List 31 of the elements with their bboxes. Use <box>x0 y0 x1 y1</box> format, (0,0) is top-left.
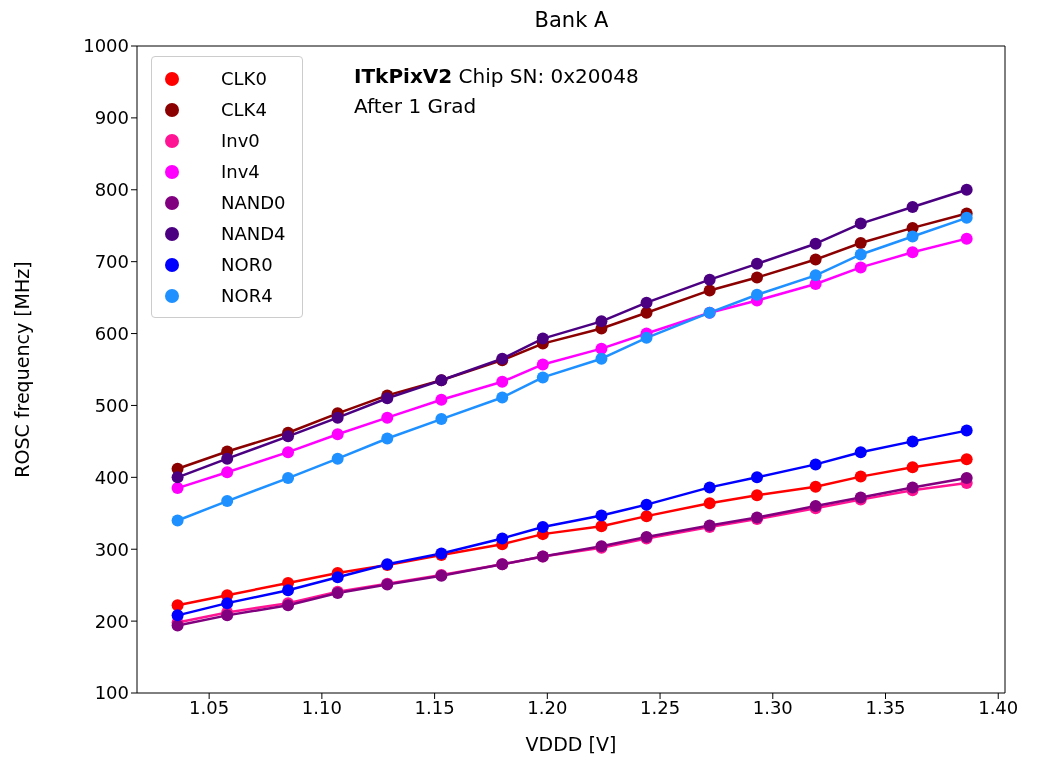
y-tick-label: 300 <box>94 538 129 560</box>
y-tick-label: 400 <box>94 466 129 488</box>
y-tick-label: 200 <box>94 610 129 632</box>
x-tick-label: 1.35 <box>865 696 906 718</box>
y-tick-label: 700 <box>94 251 129 273</box>
y-tick-label: 500 <box>94 394 129 416</box>
y-tick-label: 800 <box>94 179 129 201</box>
legend-label: CLK4 <box>221 99 267 120</box>
x-tick-label: 1.20 <box>527 696 568 718</box>
y-axis-title: ROSC frequency [MHz] <box>10 261 33 478</box>
legend-label: NOR4 <box>221 285 273 306</box>
x-axis-title: VDDD [V] <box>525 733 617 755</box>
x-tick-label: 1.30 <box>752 696 793 718</box>
legend-label: Inv4 <box>221 161 260 182</box>
y-tick-label: 1000 <box>83 35 129 57</box>
legend-label: Inv0 <box>221 130 260 151</box>
legend-label: CLK0 <box>221 68 267 89</box>
x-tick-label: 1.25 <box>640 696 681 718</box>
y-tick-label: 100 <box>94 682 129 704</box>
annotation: ITkPixV2 Chip SN: 0x20048 <box>354 63 639 90</box>
legend-label: NAND4 <box>221 223 286 244</box>
x-tick-label: 1.05 <box>189 696 230 718</box>
chart-title: Bank A <box>533 8 610 32</box>
annotation: After 1 Grad <box>354 93 478 120</box>
x-tick-label: 1.40 <box>978 696 1019 718</box>
legend-label: NAND0 <box>221 192 286 213</box>
y-tick-label: 900 <box>94 107 129 129</box>
x-tick-label: 1.10 <box>301 696 342 718</box>
x-tick-label: 1.15 <box>414 696 455 718</box>
legend-label: NOR0 <box>221 254 273 275</box>
y-tick-label: 600 <box>94 322 129 344</box>
